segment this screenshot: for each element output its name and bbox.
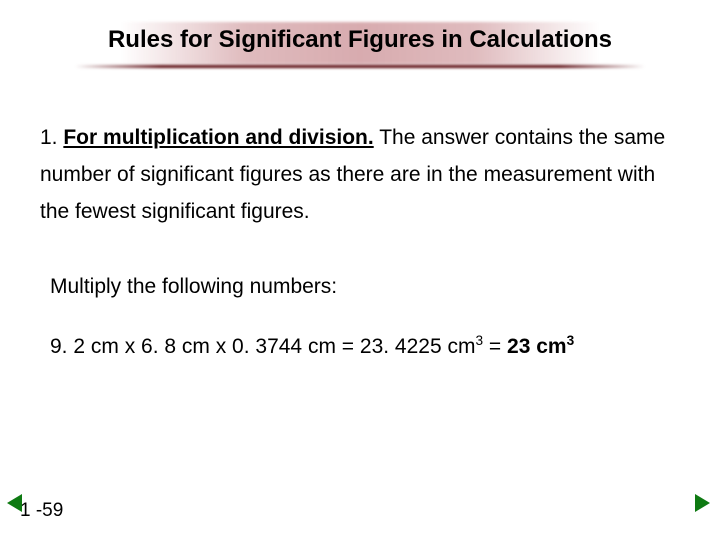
arrow-left-icon: [7, 494, 22, 512]
equation-mid: = 23. 4225 cm: [342, 335, 476, 358]
arrow-right-icon: [695, 494, 710, 512]
equation-mid-sup: 3: [475, 333, 483, 348]
equation-eq: =: [489, 335, 507, 358]
slide: Rules for Significant Figures in Calcula…: [0, 0, 720, 540]
slide-title: Rules for Significant Figures in Calcula…: [75, 22, 645, 64]
example-prompt-text: Multiply the following numbers:: [50, 275, 670, 299]
next-slide-button[interactable]: [695, 494, 713, 512]
rule-number: 1.: [40, 126, 58, 149]
equation-result-sup: 3: [567, 333, 575, 348]
example-equation: 9. 2 cm x 6. 8 cm x 0. 3744 cm = 23. 422…: [50, 335, 670, 359]
prev-slide-button[interactable]: [7, 494, 25, 512]
title-text: Rules for Significant Figures in Calcula…: [75, 22, 645, 54]
equation-result: 23 cm: [507, 335, 567, 358]
rule-paragraph: 1. For multiplication and division. The …: [40, 120, 680, 230]
equation-lhs: 9. 2 cm x 6. 8 cm x 0. 3744 cm: [50, 335, 336, 358]
example-prompt: Multiply the following numbers:: [50, 275, 670, 299]
body-text: 1. For multiplication and division. The …: [40, 120, 680, 230]
rule-heading: For multiplication and division.: [63, 126, 373, 149]
page-number: 1 -59: [20, 500, 63, 522]
